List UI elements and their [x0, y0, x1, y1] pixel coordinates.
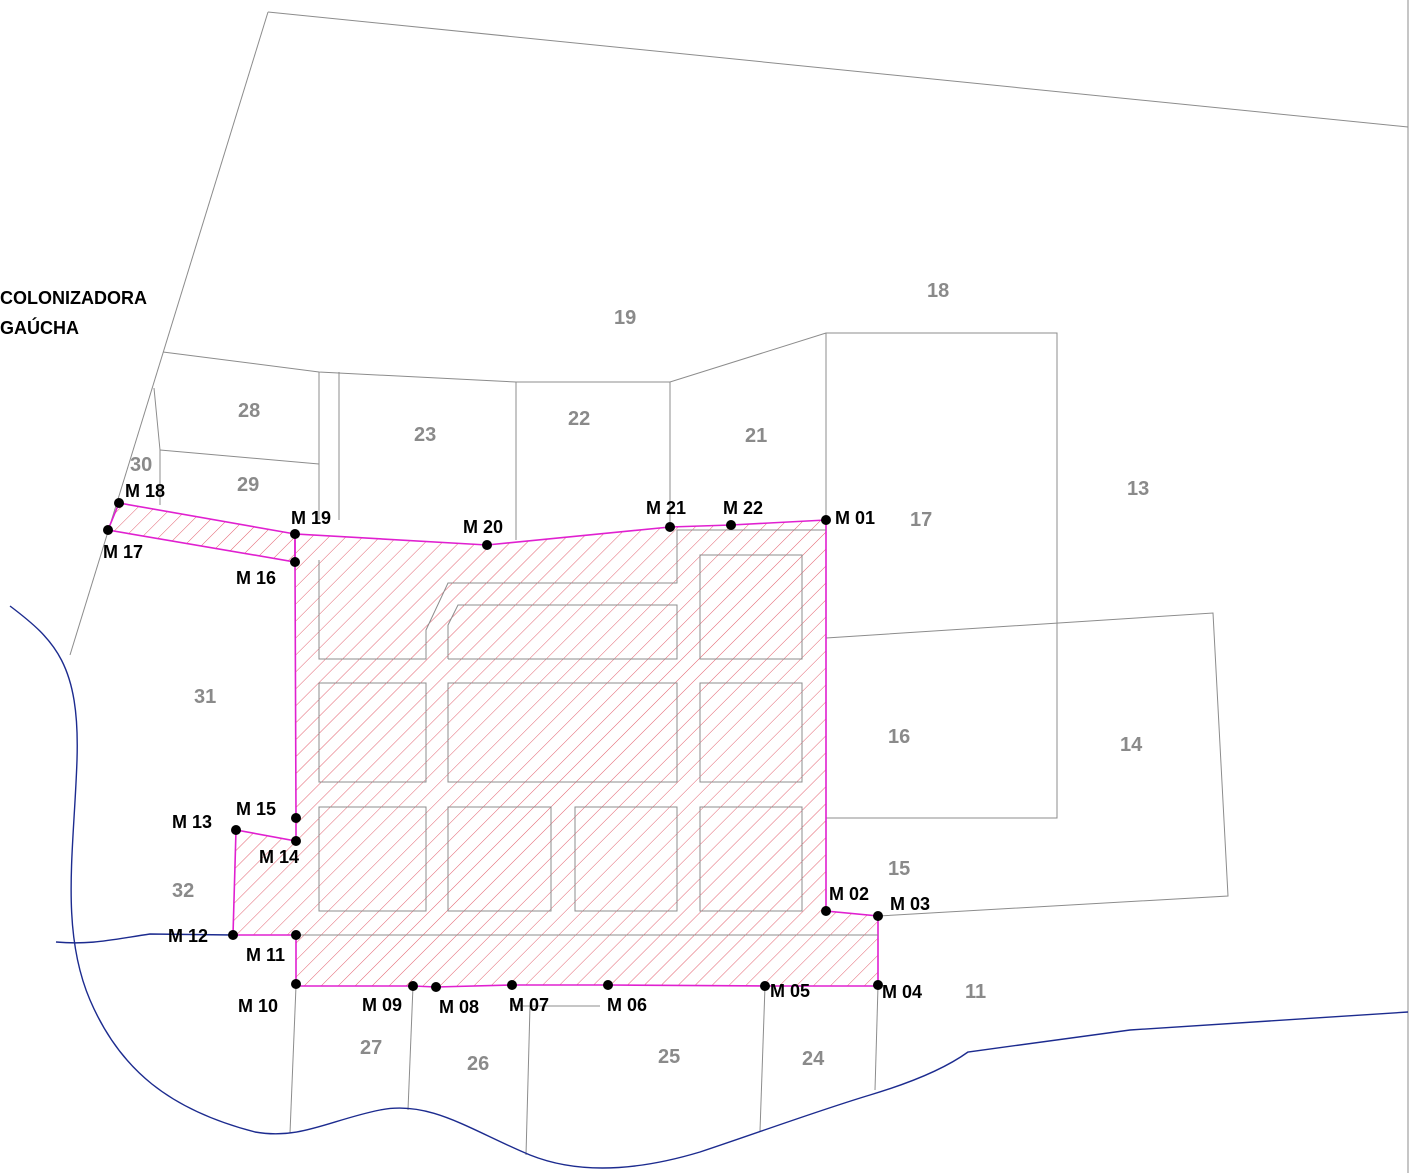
marker-point: [291, 813, 301, 823]
marker-label: M 14: [259, 847, 299, 867]
owner-label: COLONIZADORA GAÚCHA: [0, 288, 147, 338]
marker-point: [408, 981, 418, 991]
marker-point: [482, 540, 492, 550]
marker-label: M 10: [238, 996, 278, 1016]
marker-point: [665, 522, 675, 532]
marker-point: [290, 557, 300, 567]
marker-point: [290, 529, 300, 539]
marker-point: [873, 911, 883, 921]
marker-label: M 22: [723, 498, 763, 518]
marker-label: M 09: [362, 995, 402, 1015]
marker-label: M 19: [291, 508, 331, 528]
marker-label: M 03: [890, 894, 930, 914]
marker-point: [821, 515, 831, 525]
marker-point: [726, 520, 736, 530]
marker-label: M 08: [439, 997, 479, 1017]
marker-point: [821, 906, 831, 916]
lot-label: 15: [888, 858, 910, 880]
lot-label: 24: [802, 1048, 825, 1070]
lot-label: 23: [414, 424, 436, 446]
river: [9, 605, 1409, 1169]
marker-point: [603, 980, 613, 990]
marker-label: M 06: [607, 995, 647, 1015]
marker-point: [507, 980, 517, 990]
block-outlines: [296, 529, 878, 936]
lot-label: 30: [130, 454, 152, 476]
lot-label: 26: [467, 1053, 489, 1075]
lot-label: 32: [172, 880, 194, 902]
marker-point: [231, 825, 241, 835]
marker-label: M 02: [829, 884, 869, 904]
lot-label: 22: [568, 408, 590, 430]
marker-point: [291, 930, 301, 940]
marker-label: M 11: [246, 945, 285, 965]
marker-label: M 12: [168, 926, 208, 946]
marker-label: M 18: [125, 481, 165, 501]
marker-point: [103, 525, 113, 535]
marker-label: M 20: [463, 517, 503, 537]
marker-label: M 21: [646, 498, 686, 518]
marker-point: [431, 982, 441, 992]
lot-label: 17: [910, 509, 932, 531]
marker-label: M 07: [509, 995, 549, 1015]
marker-point: [291, 979, 301, 989]
marker-labels: M 01 M 02 M 03 M 04 M 05 M 06 M 07 M 08 …: [103, 481, 930, 1017]
lot-label: 16: [888, 726, 910, 748]
lot-label: 19: [614, 307, 636, 329]
marker-label: M 16: [236, 568, 276, 588]
lot-label: 21: [745, 425, 767, 447]
lot-label: 25: [658, 1046, 680, 1068]
marker-point: [291, 836, 301, 846]
lot-label: 11: [965, 981, 986, 1003]
owner-name-line2: GAÚCHA: [0, 317, 79, 338]
marker-point: [114, 498, 124, 508]
lot-label: 13: [1127, 478, 1149, 500]
lot-label: 14: [1120, 734, 1143, 756]
marker-point: [873, 980, 883, 990]
lot-labels: 11 13 14 15 16 17 18 19 21 22 23 24 25 2…: [130, 280, 1149, 1075]
marker-label: M 01: [835, 508, 875, 528]
marker-label: M 04: [882, 982, 922, 1002]
subdivision-area: [106, 502, 879, 988]
lot-label: 31: [194, 686, 216, 708]
marker-point: [760, 981, 770, 991]
marker-label: M 17: [103, 542, 143, 562]
marker-label: M 05: [770, 981, 810, 1001]
marker-point: [228, 930, 238, 940]
lot-label: 18: [927, 280, 949, 302]
marker-label: M 15: [236, 799, 276, 819]
lot-label: 29: [237, 474, 259, 496]
parcel-lines: [69, 11, 1409, 1156]
lot-label: 28: [238, 400, 260, 422]
boundary-markers: [103, 498, 883, 992]
marker-label: M 13: [172, 812, 212, 832]
lot-label: 27: [360, 1037, 382, 1059]
subdivision-polygon: [232, 519, 879, 988]
owner-name-line1: COLONIZADORA: [0, 288, 147, 308]
